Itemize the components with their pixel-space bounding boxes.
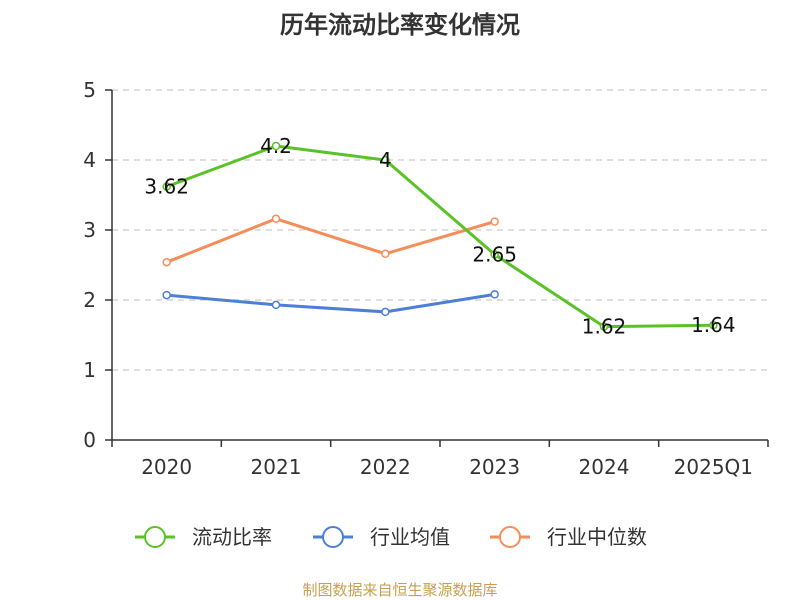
data-point (271, 141, 281, 151)
x-tick-label: 2023 (469, 455, 520, 479)
data-label: 1.62 (582, 315, 627, 339)
legend-item[interactable]: 行业中位数 (490, 525, 647, 549)
series-line (166, 144, 714, 329)
data-point (271, 300, 281, 310)
legend-item[interactable]: 行业均值 (313, 525, 450, 549)
data-point (490, 250, 499, 259)
y-tick-label: 0 (83, 428, 96, 452)
data-label: 4.2 (260, 134, 292, 158)
x-tick-label: 2025Q1 (674, 455, 753, 479)
y-tick-label: 5 (83, 78, 96, 102)
y-tick-label: 4 (83, 148, 96, 172)
chart-title: 历年流动比率变化情况 (280, 11, 520, 39)
data-point (490, 290, 499, 299)
source-note: 制图数据来自恒生聚源数据库 (302, 581, 497, 599)
legend-label: 行业均值 (370, 525, 450, 549)
data-point (599, 322, 609, 331)
data-point (490, 217, 499, 226)
data-labels: 3.62 4.2 4 2.65 1.62 1.64 (144, 134, 735, 339)
data-point (381, 155, 390, 165)
series-line (166, 217, 496, 264)
data-point (271, 214, 281, 224)
series-line (166, 292, 495, 314)
legend-marker (322, 526, 344, 548)
data-label: 3.62 (144, 175, 189, 199)
axes: 0 1 2 3 4 5 2020 2021 2022 2023 2024 2025Q1 (83, 78, 769, 479)
data-label: 4 (379, 148, 392, 172)
data-label: 1.64 (691, 313, 736, 337)
data-point (162, 257, 171, 267)
legend-label: 行业中位数 (547, 525, 647, 549)
x-tick-label: 2022 (360, 455, 411, 479)
x-tick-label: 2024 (579, 455, 630, 479)
grid-lines (112, 89, 768, 371)
data-point (709, 320, 718, 330)
series-group (162, 141, 718, 331)
data-point (381, 307, 390, 317)
y-tick-label: 3 (83, 218, 96, 242)
legend-item[interactable]: 流动比率 (135, 525, 272, 549)
y-tick-label: 2 (83, 288, 96, 312)
y-tick-label: 1 (83, 358, 96, 382)
data-point (162, 182, 171, 191)
legend-label: 流动比率 (192, 525, 272, 549)
x-tick-label: 2021 (251, 455, 302, 479)
data-label: 2.65 (472, 243, 517, 267)
data-point (162, 290, 171, 300)
data-point (381, 249, 390, 259)
x-tick-label: 2020 (141, 455, 192, 479)
legend[interactable]: 流动比率 行业均值 行业中位数 (135, 525, 647, 549)
legend-marker (144, 526, 166, 548)
legend-marker (499, 526, 521, 548)
